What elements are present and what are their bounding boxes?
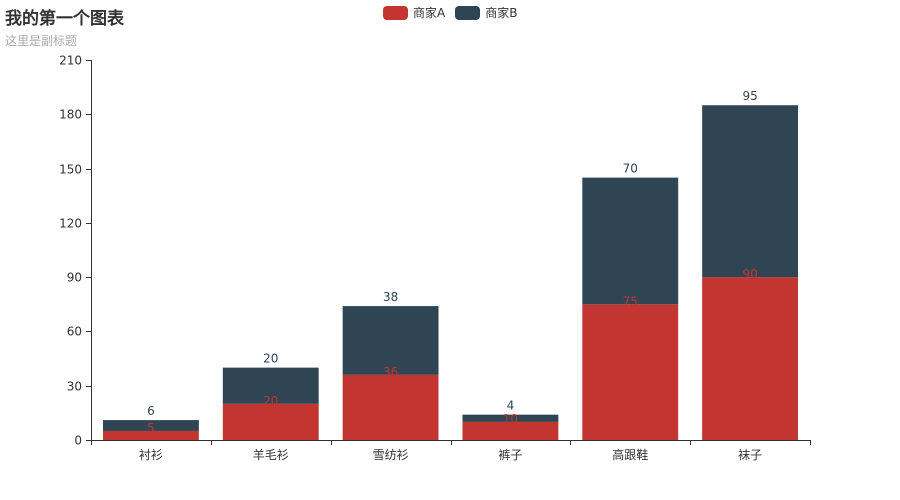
y-tick-label: 180 [59,108,82,122]
bar-series-b [702,105,799,278]
chart-title: 我的第一个图表 [5,9,124,29]
bar-series-b [582,177,679,305]
y-tick-label: 120 [59,217,82,231]
legend-swatch-series-a [383,5,408,20]
x-tick-label: 高跟鞋 [612,447,648,462]
y-tick-label: 60 [67,325,82,339]
chart-subtitle: 这里是副标题 [5,34,78,48]
data-label-series-b: 95 [742,89,757,103]
legend: 商家A 商家B [383,4,517,21]
y-tick-label: 0 [74,434,82,448]
bar-series-b [342,306,439,375]
x-tick-label: 衬衫 [139,448,163,462]
bar-series-a [582,304,679,440]
bar-series-a [102,430,199,440]
y-tick-label: 150 [59,163,82,177]
data-label-series-b: 6 [147,404,155,418]
bar-series-a [462,421,559,440]
x-tick-label: 裤子 [498,448,522,462]
x-tick-label: 羊毛衫 [253,447,289,462]
y-tick-label: 210 [59,54,82,68]
data-label-series-a: 75 [623,294,638,308]
data-label-series-b: 38 [383,290,398,304]
data-label-series-b: 20 [263,352,278,366]
legend-item-series-b[interactable]: 商家B [455,4,517,21]
y-tick-label: 30 [67,380,82,394]
legend-label-series-a: 商家A [413,6,446,20]
bar-series-a [702,277,799,440]
legend-label-series-b: 商家B [485,6,518,20]
data-label-series-a: 36 [383,365,398,379]
data-label-series-a: 90 [742,267,757,281]
data-label-series-a: 5 [147,421,155,435]
legend-swatch-series-b [455,5,481,20]
data-label-series-b: 70 [623,162,638,176]
data-label-series-a: 10 [503,412,518,426]
bar-series-b [102,420,199,431]
y-tick-label: 90 [67,271,82,285]
data-label-series-b: 4 [507,399,515,413]
bar-series-b [222,367,319,404]
bar-series-a [222,403,319,440]
x-tick-label: 袜子 [738,448,762,462]
x-tick-label: 雪纺衫 [373,448,409,462]
bar-series-b [462,414,559,422]
data-label-series-a: 20 [263,394,278,408]
bar-series-a [342,374,439,440]
legend-item-series-a[interactable]: 商家A [383,4,445,21]
